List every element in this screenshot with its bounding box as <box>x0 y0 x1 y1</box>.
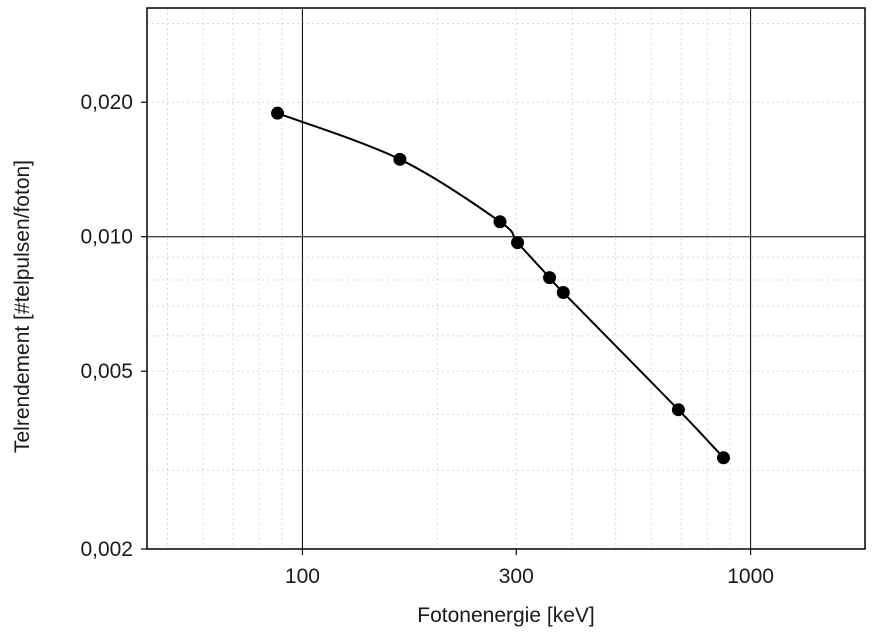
data-point <box>716 451 730 465</box>
y-tick-label: 0,010 <box>80 226 133 249</box>
y-tick-label: 0,002 <box>80 538 133 561</box>
data-point <box>556 286 570 300</box>
data-point <box>493 215 507 229</box>
y-tick-label: 0,020 <box>80 91 133 114</box>
data-point <box>543 271 557 285</box>
data-point <box>671 403 685 417</box>
data-point <box>511 236 525 250</box>
x-tick-label: 300 <box>499 565 534 588</box>
series-line <box>277 112 725 459</box>
y-tick-marks <box>141 101 147 550</box>
x-minor-gridlines <box>167 8 752 549</box>
x-tick-label: 100 <box>285 565 320 588</box>
major-gridlines <box>147 8 865 549</box>
plot-area-frame <box>146 7 866 550</box>
data-point <box>271 106 285 120</box>
x-tick-marks <box>301 549 752 555</box>
x-tick-labels: 100 300 1000 <box>285 565 774 588</box>
y-axis-label: Telrendement [#telpulsen/foton] <box>11 160 34 453</box>
y-tick-label: 0,005 <box>80 360 133 383</box>
x-axis-label: Fotonenergie [keV] <box>417 604 594 627</box>
y-minor-gridlines <box>147 23 865 471</box>
data-point <box>393 152 407 166</box>
x-tick-label: 1000 <box>727 565 774 588</box>
y-tick-labels: 0,002 0,005 0,010 0,020 <box>80 91 133 561</box>
series-points <box>271 106 730 465</box>
